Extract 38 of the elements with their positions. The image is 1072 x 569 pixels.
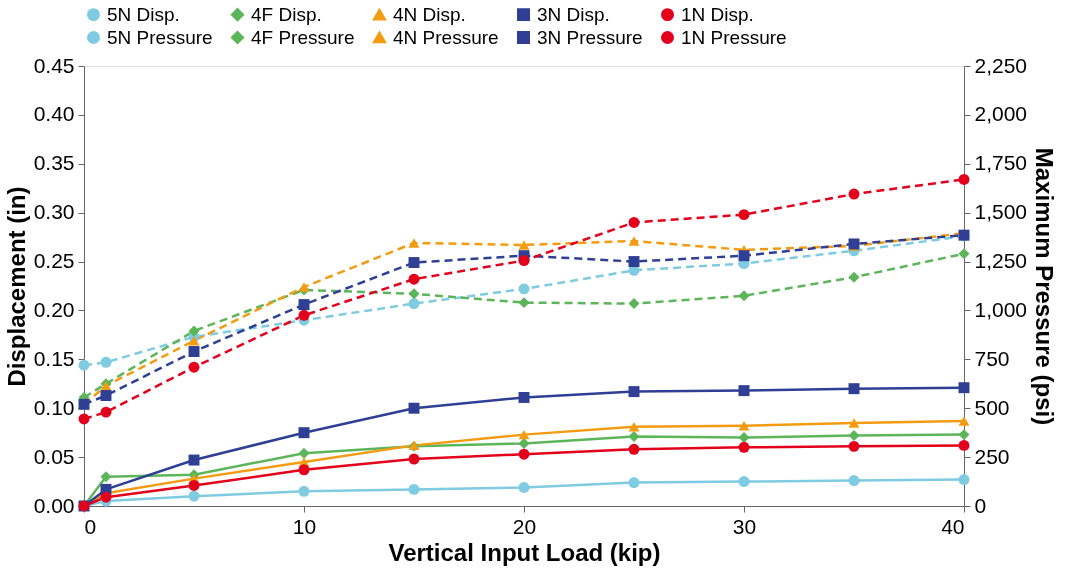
legend-label: 5N Pressure	[107, 26, 213, 48]
y-axis-title: Displacement (in)	[2, 186, 30, 387]
x-tick-label: 40	[941, 514, 965, 538]
y2-tick-label: 1,500	[974, 200, 1028, 224]
legend-label: 5N Disp.	[107, 3, 180, 25]
legend-label: 3N Pressure	[537, 26, 643, 48]
y2-axis-title: Maximum Pressure (psi)	[1031, 147, 1059, 426]
y2-tick-label: 1,750	[974, 151, 1028, 175]
legend-label: 4N Disp.	[393, 3, 466, 25]
y-tick-label: 0.00	[33, 493, 75, 517]
y2-tick-label: 2,000	[974, 102, 1028, 126]
y-tick-label: 0.20	[33, 297, 75, 321]
y2-tick-label: 0	[974, 493, 987, 517]
y2-tick-label: 750	[974, 346, 1010, 370]
legend-label: 1N Disp.	[681, 3, 754, 25]
legend-label: 4F Disp.	[251, 3, 322, 25]
y-tick-label: 0.35	[33, 151, 75, 175]
y2-tick-label: 500	[974, 395, 1010, 419]
y-tick-label: 0.15	[33, 346, 75, 370]
y-tick-label: 0.10	[33, 395, 75, 419]
x-tick-label: 0	[84, 514, 97, 538]
legend-label: 1N Pressure	[681, 26, 787, 48]
y-tick-label: 0.45	[33, 53, 75, 77]
x-axis-title: Vertical Input Load (kip)	[388, 538, 661, 566]
y-tick-label: 0.05	[33, 444, 75, 468]
y2-tick-label: 250	[974, 444, 1010, 468]
x-tick-label: 10	[292, 514, 317, 538]
legend-label: 4N Pressure	[393, 26, 499, 48]
y2-tick-label: 2,250	[974, 53, 1028, 77]
x-tick-label: 30	[732, 514, 757, 538]
y-tick-label: 0.30	[33, 200, 75, 224]
legend-label: 4F Pressure	[251, 26, 355, 48]
legend-label: 3N Disp.	[537, 3, 610, 25]
x-tick-label: 20	[512, 514, 537, 538]
y-tick-label: 0.40	[33, 102, 75, 126]
y-tick-label: 0.25	[33, 249, 75, 273]
y2-tick-label: 1,000	[974, 297, 1028, 321]
y2-tick-label: 1,250	[974, 249, 1028, 273]
